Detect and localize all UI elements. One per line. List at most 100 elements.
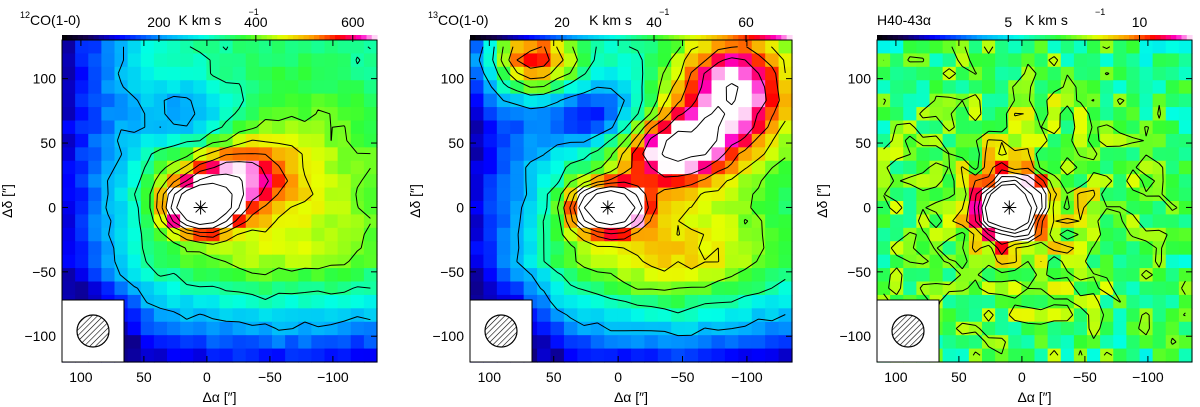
heatmap-cell [1073, 93, 1088, 108]
heatmap-cells [62, 40, 378, 363]
heatmap-cell [671, 147, 686, 162]
heatmap-cell [1034, 348, 1049, 363]
heatmap-cell [363, 214, 378, 229]
heatmap-cell [968, 254, 983, 269]
heatmap-cell [285, 107, 299, 122]
heatmap-cell [206, 308, 221, 323]
heatmap-cell [877, 133, 891, 148]
heatmap-cell [206, 254, 221, 269]
heatmap-cell [193, 308, 207, 323]
heatmap-cell [496, 174, 511, 189]
heatmap-cell [1113, 107, 1127, 122]
colorbar-segment [700, 35, 707, 40]
heatmap-cell [1021, 335, 1036, 350]
heatmap-cell [1060, 93, 1075, 108]
heatmap-cell [232, 254, 247, 269]
heatmap-cell [1165, 80, 1180, 95]
heatmap-cell [483, 187, 498, 202]
heatmap-cell [510, 120, 525, 135]
heatmap-cell [778, 241, 793, 256]
heatmap-cell [942, 268, 957, 283]
heatmap-cell [711, 174, 726, 189]
heatmap-cell [127, 93, 142, 108]
colorbar-segment [1160, 35, 1167, 40]
heatmap-cell [778, 335, 793, 350]
heatmap-cell [193, 66, 207, 81]
heatmap-cell [1152, 107, 1167, 122]
heatmap-cell [1060, 133, 1075, 148]
colorbar-segment [1171, 35, 1177, 40]
heatmap-cell [350, 107, 365, 122]
heatmap-cell [751, 160, 766, 175]
heatmap-cell [968, 294, 983, 309]
heatmap-cell [324, 281, 339, 296]
heatmap-cell [968, 80, 983, 95]
heatmap-cell [724, 120, 739, 135]
heatmap-cell [550, 254, 565, 269]
heatmap-cell [1126, 348, 1141, 363]
heatmap-cell [272, 160, 286, 175]
heatmap-cell [604, 160, 619, 175]
heatmap-cell [877, 107, 891, 122]
heatmap-cell [751, 348, 766, 363]
heatmap-cell [1178, 53, 1193, 68]
heatmap-cell [631, 268, 646, 283]
heatmap-cell [206, 348, 221, 363]
contour-lines [883, 46, 1186, 356]
heatmap-cell [75, 53, 89, 68]
heatmap-cell [298, 120, 312, 135]
heatmap-cell [903, 93, 917, 108]
heatmap-cell [942, 93, 957, 108]
heatmap-cell [470, 107, 485, 122]
heatmap-cell [153, 201, 168, 216]
heatmap-cell [698, 241, 713, 256]
heatmap-cell [890, 107, 904, 122]
colorbar-segment [945, 35, 952, 40]
heatmap-cell [298, 147, 312, 162]
heatmap-cell [995, 214, 1009, 229]
x-tick-label: −50 [258, 369, 282, 385]
heatmap-cell [916, 227, 931, 242]
colorbar-segment [887, 35, 894, 40]
colorbar-segment [877, 35, 883, 40]
heatmap-cell [738, 227, 753, 242]
heatmap-cell [1060, 254, 1075, 269]
colorbar-segment [308, 35, 315, 40]
heatmap-cell [778, 214, 793, 229]
heatmap-cell [698, 201, 713, 216]
heatmap-cell [193, 214, 207, 229]
heatmap-cell [968, 120, 983, 135]
heatmap-cell [470, 133, 485, 148]
heatmap-cell [995, 147, 1009, 162]
heatmap-cell [995, 93, 1009, 108]
heatmap-cell [617, 107, 632, 122]
heatmap-cell [523, 160, 538, 175]
heatmap-cell [1087, 40, 1101, 55]
heatmap-cell [127, 80, 142, 95]
heatmap-cell [272, 268, 286, 283]
heatmap-cell [738, 321, 753, 336]
heatmap-cell [631, 120, 646, 135]
heatmap-cell [631, 348, 646, 363]
heatmap-cell [1073, 348, 1088, 363]
heatmap-cell [272, 308, 286, 323]
heatmap-cell [563, 133, 578, 148]
heatmap-cell [657, 227, 672, 242]
heatmap-cell [657, 348, 672, 363]
heatmap-cell [995, 281, 1009, 296]
heatmap-cell [285, 308, 299, 323]
heatmap-cell [1060, 348, 1075, 363]
heatmap-cell [88, 254, 102, 269]
heatmap-cell [258, 335, 273, 350]
heatmap-cell [982, 308, 996, 323]
heatmap-cell [604, 40, 619, 55]
heatmap-cell [258, 281, 273, 296]
heatmap-cell [245, 53, 260, 68]
colorbar-segment [545, 35, 552, 40]
heatmap-cell [1008, 133, 1022, 148]
colorbar-segment [588, 35, 595, 40]
heatmap-cell [590, 201, 605, 216]
heatmap-cell [604, 93, 619, 108]
heatmap-cell [590, 107, 605, 122]
